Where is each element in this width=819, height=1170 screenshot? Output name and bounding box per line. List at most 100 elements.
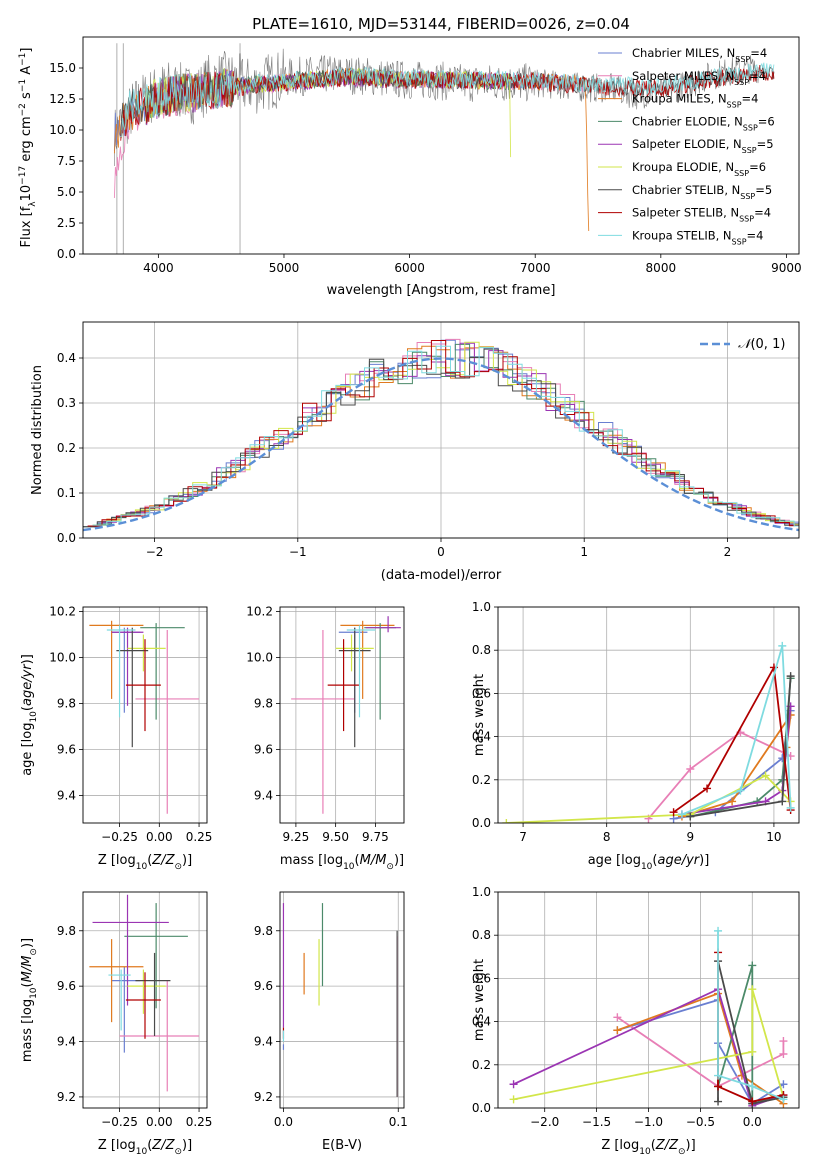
x-tick-label: 4000	[143, 261, 174, 275]
x-tick-label: 0.25	[186, 830, 213, 844]
weight-marker	[779, 1050, 788, 1058]
weight-marker	[786, 672, 795, 681]
x-axis-label: age [log10(age/yr)]	[588, 853, 710, 872]
y-tick-label: 0.2	[57, 441, 76, 455]
figure-title: PLATE=1610, MJD=53144, FIBERID=0026, z=0…	[252, 15, 630, 33]
x-tick-label: 10	[766, 830, 781, 844]
x-tick-label: 1	[580, 545, 588, 559]
weight-marker	[714, 1071, 723, 1080]
y-axis-label: mass weight	[472, 959, 487, 1041]
x-axis-label: Z [log10(Z/Z⊙)]	[601, 1138, 695, 1157]
y-tick-label: 5.0	[57, 185, 76, 199]
x-tick-label: 0	[437, 545, 445, 559]
x-tick-label: 0.25	[186, 1115, 213, 1129]
x-tick-label: 0.0	[274, 1115, 293, 1129]
plot-area-mass_vs_Z	[89, 894, 200, 1092]
axes-age_vs_mass: 9.25 9.50 9.75 9.4 9.6 9.8 10.0 10.2 mass [log10…	[246, 605, 405, 872]
y-axis-label: Flux [fλ10−17 erg cm−2 s−1 A−1]	[18, 48, 38, 248]
x-tick-label: 2	[724, 545, 732, 559]
weight-marker	[748, 1082, 757, 1091]
weight-line	[673, 664, 792, 813]
y-tick-label: 9.8	[57, 697, 76, 711]
plot-area-weight_vs_Z	[509, 926, 788, 1108]
y-tick-label: 1.0	[472, 600, 491, 614]
weight-line	[513, 988, 785, 1101]
axes-residuals: −2 −1 0 1 2 0.0 0.1 0.2 0.3 0.4 𝒩(0, 1) (data-model…	[30, 321, 800, 583]
weight-marker	[714, 1097, 723, 1106]
weight-marker	[669, 808, 678, 817]
y-tick-label: 0.0	[472, 816, 491, 830]
axes-frame	[82, 36, 800, 255]
observed-spectrum	[114, 48, 762, 167]
x-tick-label: 0.1	[389, 1115, 408, 1129]
x-tick-label: 0.00	[146, 1115, 173, 1129]
y-tick-label: 0.0	[57, 531, 76, 545]
x-tick-label: 7000	[520, 261, 551, 275]
weight-marker	[703, 784, 712, 793]
y-tick-label: 9.4	[57, 788, 76, 802]
y-axis-label: Normed distribution	[30, 365, 45, 495]
weight-marker	[761, 771, 770, 780]
x-axis-label: Z [log10(Z/Z⊙)]	[98, 853, 192, 872]
y-tick-label: 1.0	[472, 885, 491, 899]
y-tick-label: 9.4	[57, 1035, 76, 1049]
legend-label: Salpeter MILES, NSSP=4	[632, 69, 766, 87]
residual-histogram	[87, 340, 799, 527]
x-tick-label: 9.75	[362, 830, 389, 844]
residual-histogram	[83, 348, 799, 528]
x-tick-label: −0.25	[101, 1115, 138, 1129]
weight-line	[616, 1016, 785, 1088]
x-tick-label: 8000	[646, 261, 677, 275]
x-tick-label: 6000	[394, 261, 425, 275]
weight-line	[647, 731, 791, 820]
weight-marker	[714, 1082, 723, 1091]
y-tick-label: 9.6	[57, 979, 76, 993]
axes-frame	[279, 891, 405, 1109]
axes-frame	[82, 321, 800, 539]
y-tick-label: 0.3	[57, 396, 76, 410]
normal-curve	[83, 357, 799, 532]
weight-marker	[613, 1026, 622, 1035]
weight-marker	[748, 985, 757, 994]
weight-marker	[748, 1047, 757, 1056]
y-tick-label: 0.2	[472, 1058, 491, 1072]
legend-label: Kroupa STELIB, NSSP=4	[632, 228, 763, 246]
y-tick-label: 9.2	[254, 1090, 273, 1104]
x-axis-label: (data-model)/error	[381, 568, 502, 583]
y-tick-label: 0.4	[472, 1015, 491, 1029]
legend-label: Kroupa ELODIE, NSSP=6	[632, 160, 766, 178]
plot-area-age_vs_mass	[291, 616, 401, 814]
weight-marker	[677, 810, 686, 819]
x-tick-label: 9.25	[283, 830, 310, 844]
plot-area-age_vs_Z	[89, 620, 200, 814]
x-tick-label: −0.5	[686, 1115, 715, 1129]
y-tick-label: 10.0	[49, 123, 76, 137]
axes-frame	[497, 891, 800, 1109]
weight-marker	[748, 1097, 757, 1106]
weight-marker	[779, 1080, 788, 1089]
weight-marker	[778, 797, 787, 806]
y-tick-label: 9.6	[254, 742, 273, 756]
plot-area-mass_vs_ebv	[282, 903, 398, 1097]
model-spectrum-line	[120, 62, 775, 138]
x-tick-label: 9.50	[322, 830, 349, 844]
y-tick-label: 0.1	[57, 486, 76, 500]
x-tick-label: −2	[146, 545, 164, 559]
x-tick-label: 7	[519, 830, 527, 844]
weight-marker	[509, 1080, 518, 1089]
y-tick-label: 10.0	[246, 651, 273, 665]
y-tick-label: 10.2	[49, 605, 76, 619]
weight-marker	[736, 786, 745, 795]
y-tick-label: 7.5	[57, 154, 76, 168]
weight-marker	[613, 1013, 622, 1022]
weight-line	[506, 774, 792, 823]
axes-frame	[82, 606, 208, 824]
x-tick-label: −1.5	[582, 1115, 611, 1129]
axes-frame	[82, 891, 208, 1109]
axes-mass_vs_Z: −0.25 0.00 0.25 9.2 9.4 9.6 9.8 Z [log10(Z/Z⊙)]…	[20, 891, 213, 1157]
x-tick-label: −2.0	[530, 1115, 559, 1129]
legend-label: Salpeter STELIB, NSSP=4	[632, 206, 771, 224]
y-axis-label: age [log10(age/yr)]	[20, 654, 39, 776]
x-tick-label: −1.0	[634, 1115, 663, 1129]
